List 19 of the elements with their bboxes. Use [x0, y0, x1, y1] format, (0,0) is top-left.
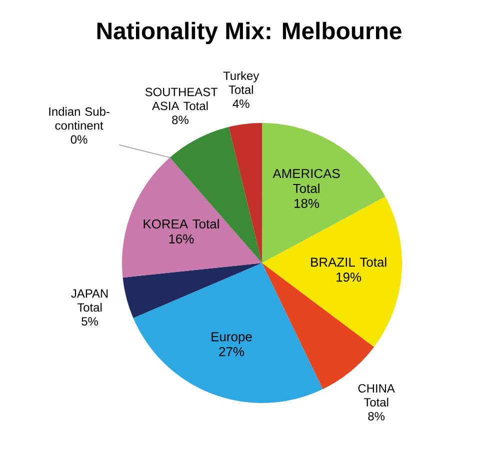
data-label: 8% [172, 116, 188, 124]
data-label: 16% [169, 234, 194, 244]
slice-label: CHINA Total [358, 384, 395, 407]
data-label: 18% [294, 198, 320, 208]
data-label: 19% [336, 272, 362, 282]
text: 0% [70, 135, 88, 144]
category-label: Indian Sub-continent [49, 107, 110, 130]
slice-label: Europe [212, 332, 252, 344]
data-label: 5% [82, 317, 98, 326]
slice-label: AMERICAS Total [272, 168, 340, 194]
slice-label: SOUTHEAST ASIA Total [145, 88, 218, 110]
chart-title: Nationality Mix: Melbourne [97, 22, 402, 44]
slice-label: JAPAN Total [71, 289, 108, 312]
data-label: 27% [219, 347, 244, 356]
slice-label: KOREA Total [144, 219, 219, 229]
data-label: 8% [368, 412, 385, 420]
slice-label: Turkey Total [223, 71, 260, 94]
slice-label: BRAZIL Total [311, 257, 386, 267]
data-label: 4% [232, 100, 250, 108]
